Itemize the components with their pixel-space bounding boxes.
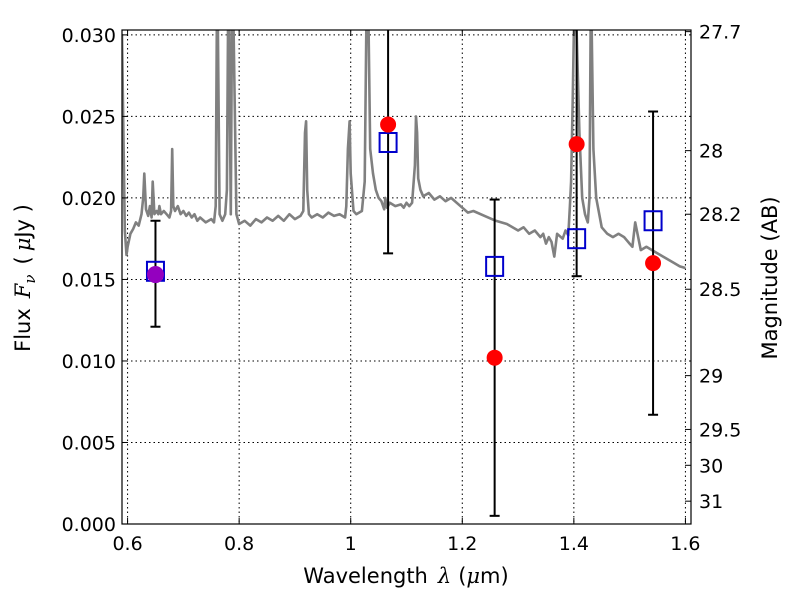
y-tick-label: 0.015 [62, 269, 116, 291]
model-square-marker [567, 228, 587, 250]
x-axis-label-text: Wavelength [303, 564, 428, 588]
y-tick-label: 0.000 [62, 514, 116, 536]
y-axis-label: Flux Fν ( μJy ) [11, 204, 39, 352]
magnitude-tick-label: 28 [699, 141, 723, 163]
observed-point-marker [645, 255, 662, 272]
reference-point-marker [146, 266, 164, 284]
x-tick-label: 1 [345, 533, 357, 555]
magnitude-tick-label: 29.5 [699, 419, 741, 441]
model-square-marker [378, 131, 398, 153]
plot-frame [121, 29, 692, 525]
y-axis-label-unit-open: ( [11, 256, 35, 264]
observed-point-marker [486, 349, 503, 366]
magnitude-tick-label: 28.2 [699, 204, 741, 226]
magnitude-tick-label: 29 [699, 366, 723, 388]
x-tick-label: 0.8 [224, 533, 254, 555]
x-axis-label: Wavelength λ (μm) [303, 564, 508, 588]
y-axis-label-symbol: F [11, 282, 35, 299]
magnitude-tick-label: 28.5 [699, 279, 741, 301]
magnitude-axis: 27.7 28 28.2 28.5 29 29.5 30 31 [685, 22, 741, 513]
y-tick-label: 0.030 [62, 25, 116, 47]
y-axis: 0.000 0.005 0.010 0.015 0.020 0.025 0.030 [62, 25, 128, 536]
magnitude-tick-label: 30 [699, 455, 723, 477]
x-tick-label: 1.2 [447, 533, 477, 555]
y-axis-label-unit-close: Jy ) [11, 204, 35, 240]
x-axis: 0.6 0.8 1 1.2 1.4 1.6 [112, 30, 701, 555]
data-markers [145, 116, 663, 366]
y-axis-label-subscript: ν [21, 275, 39, 284]
x-tick-label: 1.4 [559, 533, 589, 555]
x-axis-label-symbol: λ [437, 564, 451, 588]
plot-area [122, 30, 686, 517]
observed-point-marker [380, 116, 397, 133]
x-axis-label-unit-open: ( [458, 564, 466, 588]
observed-point-marker [568, 136, 585, 153]
y-tick-label: 0.005 [62, 432, 116, 454]
spectrum-line [122, 30, 686, 270]
x-axis-label-unit-mu: μ [466, 564, 480, 588]
y-tick-label: 0.020 [62, 188, 116, 210]
y-axis-label-unit-mu: μ [11, 238, 35, 252]
y-tick-label: 0.025 [62, 106, 116, 128]
x-tick-label: 0.6 [112, 533, 142, 555]
model-square-marker [485, 255, 505, 277]
magnitude-tick-label: 31 [699, 491, 723, 513]
y-tick-label: 0.010 [62, 351, 116, 373]
grid [122, 30, 691, 525]
y-axis-label-text: Flux [11, 308, 35, 352]
magnitude-tick-label: 27.7 [699, 22, 741, 44]
magnitude-axis-label: Magnitude (AB) [758, 196, 782, 359]
model-square-marker [643, 210, 663, 232]
x-axis-label-unit-close: m) [480, 564, 509, 588]
x-tick-label: 1.6 [670, 533, 700, 555]
